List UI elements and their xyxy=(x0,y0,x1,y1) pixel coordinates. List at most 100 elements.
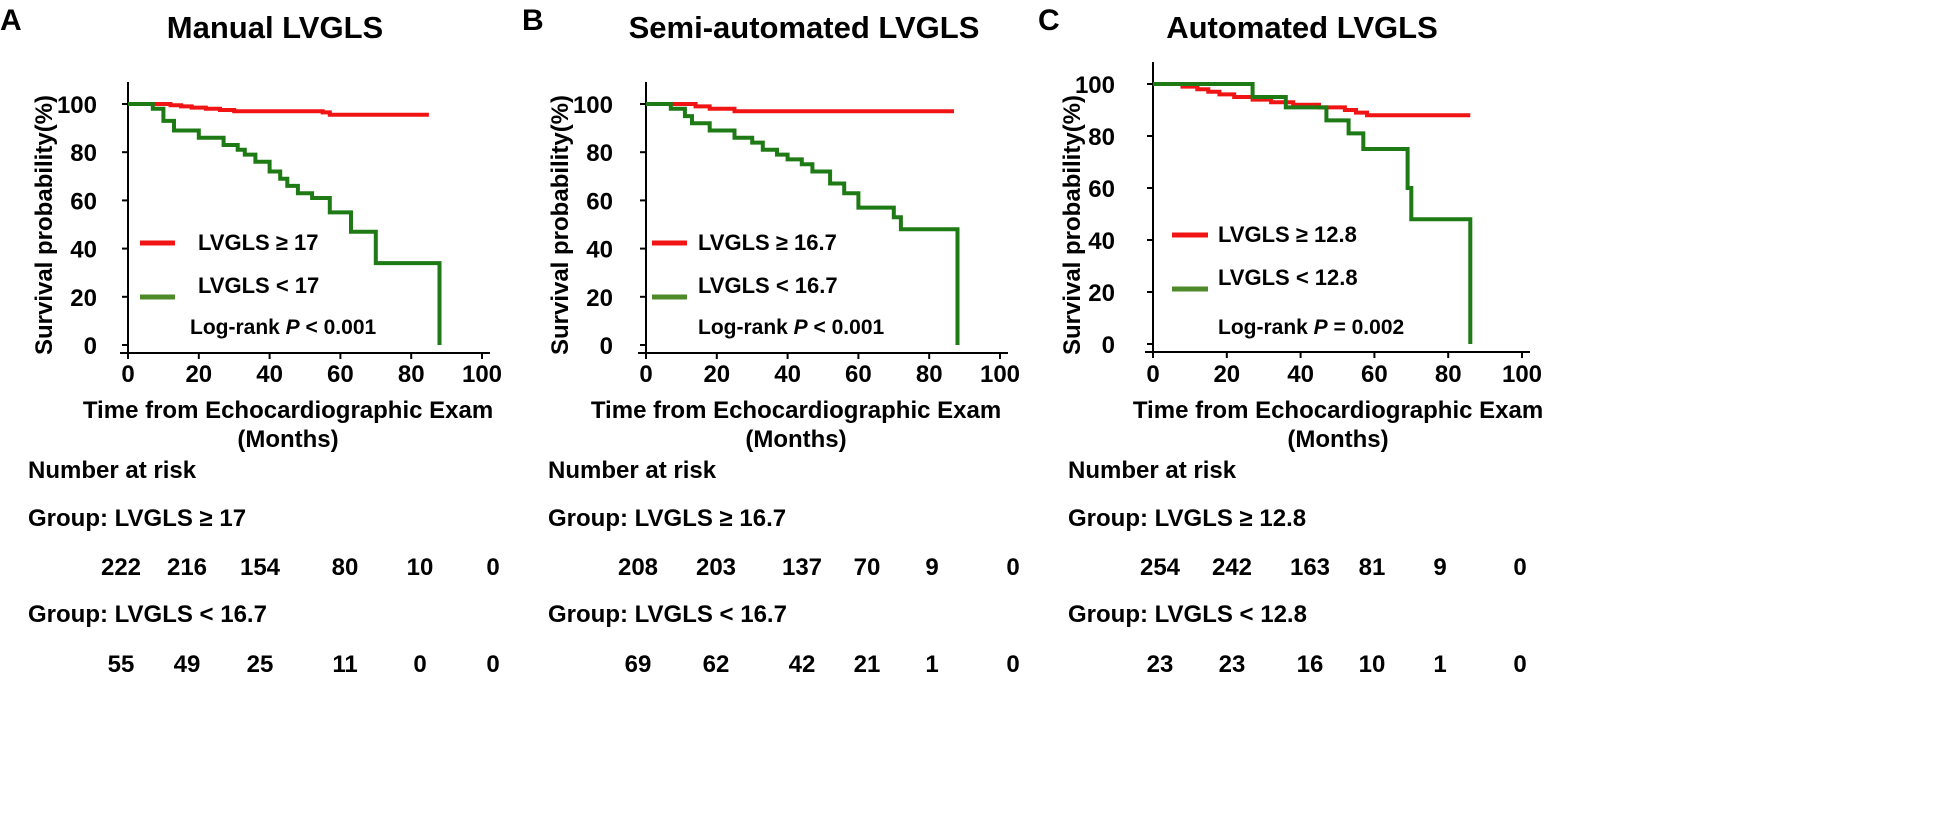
y-tick-label: 40 xyxy=(1088,228,1115,255)
risk-count: 25 xyxy=(247,651,274,678)
x-tick-label: 60 xyxy=(1361,361,1388,388)
legend-label-low: LVGLS < 17 xyxy=(198,273,319,298)
risk-count: 11 xyxy=(332,651,357,678)
x-axis-label: Time from Echocardiographic Exam xyxy=(1133,397,1543,424)
risk-count: 70 xyxy=(854,554,881,581)
x-tick-label: 80 xyxy=(916,361,943,388)
survival-curve-low xyxy=(646,102,960,345)
y-tick-label: 20 xyxy=(586,285,613,312)
y-tick-label: 100 xyxy=(573,92,613,119)
risk-count: 254 xyxy=(1140,554,1181,581)
panel-title: Automated LVGLS xyxy=(1166,10,1438,45)
x-axis-label-unit: (Months) xyxy=(745,426,846,453)
x-tick-label: 20 xyxy=(1213,361,1240,388)
risk-count: 42 xyxy=(789,651,816,678)
risk-table-title: Number at risk xyxy=(548,457,717,484)
y-tick-label: 40 xyxy=(70,237,97,264)
y-tick-label: 20 xyxy=(1088,280,1115,307)
survival-curve-high xyxy=(1153,82,1471,118)
y-tick-label: 100 xyxy=(57,92,97,119)
risk-count: 0 xyxy=(1513,554,1526,581)
legend-label-high: LVGLS ≥ 12.8 xyxy=(1218,222,1357,247)
y-tick-label: 60 xyxy=(1088,176,1115,203)
risk-count: 10 xyxy=(407,554,434,581)
risk-table-title: Number at risk xyxy=(28,457,197,484)
x-axis-label: Time from Echocardiographic Exam xyxy=(591,397,1001,424)
risk-count: 1 xyxy=(925,651,938,678)
panel-letter: B xyxy=(522,4,544,37)
log-rank-pvalue: Log-rank P = 0.002 xyxy=(1218,316,1404,339)
risk-count: 9 xyxy=(1433,554,1446,581)
y-tick-label: 0 xyxy=(600,333,613,360)
risk-count: 1 xyxy=(1433,651,1446,678)
x-tick-label: 0 xyxy=(639,361,652,388)
x-axis-label-unit: (Months) xyxy=(1287,426,1388,453)
y-axis-label: Survival probability(%) xyxy=(1059,95,1086,355)
risk-group2-label: Group: LVGLS < 12.8 xyxy=(1068,601,1307,628)
risk-count: 62 xyxy=(703,651,730,678)
risk-count: 0 xyxy=(1006,554,1019,581)
x-tick-label: 100 xyxy=(980,361,1020,388)
y-tick-label: 80 xyxy=(1088,124,1115,151)
risk-count: 163 xyxy=(1290,554,1330,581)
risk-count: 81 xyxy=(1359,554,1386,581)
legend-label-low: LVGLS < 16.7 xyxy=(698,273,838,298)
legend-label-high: LVGLS ≥ 17 xyxy=(198,230,318,255)
y-tick-label: 0 xyxy=(1102,332,1115,359)
x-tick-label: 100 xyxy=(1502,361,1542,388)
log-rank-pvalue: Log-rank P < 0.001 xyxy=(698,316,884,339)
x-tick-label: 20 xyxy=(703,361,730,388)
y-tick-label: 0 xyxy=(84,333,97,360)
risk-table-title: Number at risk xyxy=(1068,457,1237,484)
risk-count: 203 xyxy=(696,554,736,581)
x-tick-label: 60 xyxy=(327,361,354,388)
risk-count: 69 xyxy=(625,651,652,678)
risk-count: 80 xyxy=(332,554,359,581)
risk-count: 23 xyxy=(1219,651,1246,678)
risk-count: 23 xyxy=(1147,651,1174,678)
risk-count: 0 xyxy=(486,651,499,678)
x-tick-label: 40 xyxy=(774,361,801,388)
x-axis-label: Time from Echocardiographic Exam xyxy=(83,397,493,424)
panel-title: Semi-automated LVGLS xyxy=(629,10,980,45)
x-tick-label: 60 xyxy=(845,361,872,388)
legend-label-high: LVGLS ≥ 16.7 xyxy=(698,230,837,255)
x-axis-label-unit: (Months) xyxy=(237,426,338,453)
y-tick-label: 60 xyxy=(70,188,97,215)
risk-count: 222 xyxy=(101,554,141,581)
risk-count: 0 xyxy=(1513,651,1526,678)
risk-count: 216 xyxy=(167,554,207,581)
survival-curve-high xyxy=(646,102,954,114)
risk-group1-label: Group: LVGLS ≥ 12.8 xyxy=(1068,505,1306,532)
risk-count: 242 xyxy=(1212,554,1252,581)
panel-title: Manual LVGLS xyxy=(167,10,383,45)
survival-curve-high xyxy=(128,102,429,117)
risk-count: 21 xyxy=(854,651,881,678)
legend-label-low: LVGLS < 12.8 xyxy=(1218,265,1358,290)
risk-count: 16 xyxy=(1297,651,1324,678)
x-tick-label: 80 xyxy=(1435,361,1462,388)
risk-count: 55 xyxy=(108,651,135,678)
x-tick-label: 0 xyxy=(1146,361,1159,388)
x-tick-label: 20 xyxy=(185,361,212,388)
y-tick-label: 20 xyxy=(70,285,97,312)
y-tick-label: 60 xyxy=(586,188,613,215)
survival-curve-low xyxy=(1153,82,1473,344)
y-tick-label: 100 xyxy=(1075,72,1115,99)
risk-count: 0 xyxy=(1006,651,1019,678)
panel-letter: C xyxy=(1038,4,1060,37)
x-tick-label: 100 xyxy=(462,361,502,388)
x-tick-label: 40 xyxy=(256,361,283,388)
y-tick-label: 80 xyxy=(586,140,613,167)
risk-count: 137 xyxy=(782,554,822,581)
y-axis-label: Survival probability(%) xyxy=(31,95,58,355)
risk-count: 208 xyxy=(618,554,658,581)
risk-count: 0 xyxy=(486,554,499,581)
x-tick-label: 0 xyxy=(121,361,134,388)
risk-group2-label: Group: LVGLS < 16.7 xyxy=(548,601,787,628)
risk-group1-label: Group: LVGLS ≥ 16.7 xyxy=(548,505,786,532)
